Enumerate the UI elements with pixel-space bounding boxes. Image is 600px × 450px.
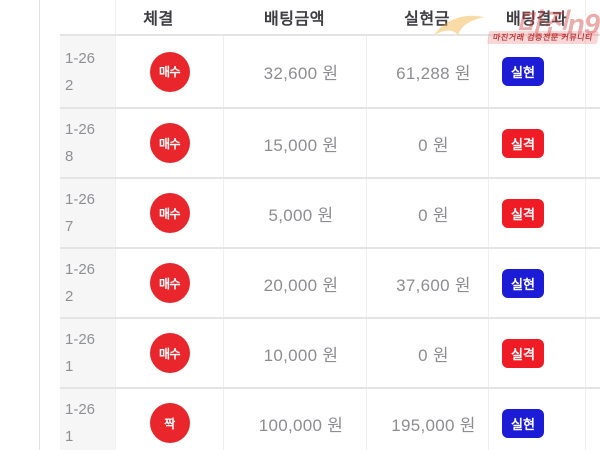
bet-amount-cell: 10,000 원 xyxy=(223,319,366,387)
realized-amount-cell: 0 원 xyxy=(366,109,488,177)
result-cell: 실현 xyxy=(488,249,585,317)
round-cell: 1-26 1 xyxy=(60,319,115,387)
round-line2: 1 xyxy=(65,428,74,445)
col-header-execution: 체결 xyxy=(115,0,223,34)
row-spacer xyxy=(585,249,600,317)
round-line1: 1-26 xyxy=(65,121,96,138)
round-line1: 1-26 xyxy=(65,49,96,67)
col-header-bet-result: 배팅결과 xyxy=(506,11,567,28)
round-cell: 1-26 8 xyxy=(60,109,115,177)
table-row: 1-26 1 짝 100,000 원 195,000 원 실현 xyxy=(60,389,600,450)
side-badge: 매수 xyxy=(149,263,190,303)
round-line1: 1-26 xyxy=(65,191,96,208)
row-spacer xyxy=(585,109,600,177)
realized-amount-cell: 0 원 xyxy=(366,319,488,387)
realized-amount-cell: 195,000 원 xyxy=(366,389,488,450)
execution-cell: 매수 xyxy=(115,109,223,177)
result-cell: 실현 xyxy=(488,36,585,107)
result-button[interactable]: 실현 xyxy=(502,57,544,86)
result-cell: 실격 xyxy=(488,319,585,387)
execution-cell: 짝 xyxy=(115,389,223,450)
table-header-row: 체결 배팅금액 실현금 배팅결과 xyxy=(60,0,600,36)
round-line2: 7 xyxy=(65,218,74,235)
col-header-round xyxy=(60,0,115,34)
round-cell: 1-26 2 xyxy=(60,249,115,317)
col-header-realized: 실현금 xyxy=(404,11,450,28)
execution-cell: 매수 xyxy=(115,179,223,247)
betting-history-table: 체결 배팅금액 실현금 배팅결과 1-26 2 매수 32,600 원 61,2… xyxy=(60,0,600,450)
round-cell: 1-26 2 xyxy=(60,36,115,107)
round-cell: 1-26 7 xyxy=(60,179,115,247)
round-line2: 2 xyxy=(65,288,74,305)
table-row: 1-26 7 매수 5,000 원 0 원 실격 xyxy=(60,179,600,249)
result-button[interactable]: 실현 xyxy=(502,268,544,298)
result-button[interactable]: 실현 xyxy=(502,408,544,438)
round-cell: 1-26 1 xyxy=(60,389,115,450)
bet-amount-cell: 20,000 원 xyxy=(223,249,366,317)
result-button[interactable]: 실격 xyxy=(502,198,544,228)
round-line1: 1-26 xyxy=(65,261,96,278)
side-badge: 매수 xyxy=(149,193,190,233)
row-spacer xyxy=(585,319,600,387)
result-button[interactable]: 실격 xyxy=(502,338,544,368)
round-line1: 1-26 xyxy=(65,401,96,418)
side-badge: 매수 xyxy=(149,51,190,92)
bet-amount-cell: 15,000 원 xyxy=(223,109,366,177)
row-spacer xyxy=(585,36,600,107)
execution-cell: 매수 xyxy=(115,319,223,387)
col-header-spacer xyxy=(585,0,600,34)
col-header-bet-amount: 배팅금액 xyxy=(264,11,325,28)
round-line2: 2 xyxy=(65,76,74,94)
result-button[interactable]: 실격 xyxy=(502,128,544,158)
table-row: 1-26 2 매수 20,000 원 37,600 원 실현 xyxy=(60,249,600,319)
table-row: 1-26 8 매수 15,000 원 0 원 실격 xyxy=(60,109,600,179)
bet-amount-cell: 100,000 원 xyxy=(223,389,366,450)
realized-amount-cell: 0 원 xyxy=(366,179,488,247)
round-line2: 1 xyxy=(65,358,74,375)
side-badge: 매수 xyxy=(149,123,190,163)
execution-cell: 매수 xyxy=(115,249,223,317)
side-badge: 짝 xyxy=(149,403,190,443)
side-badge: 매수 xyxy=(149,333,190,373)
table-row: 1-26 1 매수 10,000 원 0 원 실격 xyxy=(60,319,600,389)
result-cell: 실격 xyxy=(488,109,585,177)
realized-amount-cell: 61,288 원 xyxy=(366,36,488,107)
row-spacer xyxy=(585,389,600,450)
left-divider xyxy=(39,0,40,450)
round-line1: 1-26 xyxy=(65,331,96,348)
round-line2: 8 xyxy=(65,148,74,165)
row-spacer xyxy=(585,179,600,247)
bet-amount-cell: 5,000 원 xyxy=(223,179,366,247)
table-row: 1-26 2 매수 32,600 원 61,288 원 실현 xyxy=(60,36,600,109)
bet-amount-cell: 32,600 원 xyxy=(223,36,366,107)
result-cell: 실현 xyxy=(488,389,585,450)
execution-cell: 매수 xyxy=(115,36,223,107)
realized-amount-cell: 37,600 원 xyxy=(366,249,488,317)
result-cell: 실격 xyxy=(488,179,585,247)
